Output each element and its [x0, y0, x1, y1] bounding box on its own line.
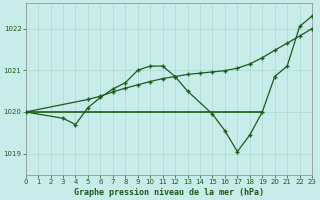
- X-axis label: Graphe pression niveau de la mer (hPa): Graphe pression niveau de la mer (hPa): [74, 188, 264, 197]
